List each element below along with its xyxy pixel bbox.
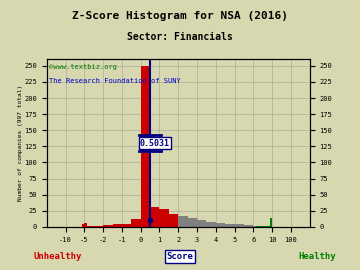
Bar — [91, 226, 94, 227]
Text: ©www.textbiz.org: ©www.textbiz.org — [49, 65, 117, 70]
Bar — [263, 226, 265, 227]
Bar — [244, 225, 253, 227]
Bar — [97, 226, 100, 227]
Text: Z-Score Histogram for NSA (2016): Z-Score Histogram for NSA (2016) — [72, 11, 288, 21]
Bar — [267, 226, 270, 227]
Bar — [206, 222, 216, 227]
Bar — [178, 217, 188, 227]
Bar — [94, 226, 97, 227]
Bar — [141, 66, 150, 227]
Bar — [188, 218, 197, 227]
Y-axis label: Number of companies (997 total): Number of companies (997 total) — [18, 85, 23, 201]
Bar — [113, 224, 122, 227]
Text: 0.5031: 0.5031 — [140, 139, 170, 148]
Bar — [225, 224, 234, 227]
Bar — [197, 220, 206, 227]
Bar — [265, 226, 267, 227]
Text: Unhealthy: Unhealthy — [33, 252, 82, 261]
Bar — [234, 224, 244, 227]
Bar — [270, 218, 272, 227]
Text: Score: Score — [167, 252, 193, 261]
Text: The Research Foundation of SUNY: The Research Foundation of SUNY — [49, 78, 181, 84]
Bar — [169, 214, 178, 227]
Text: Healthy: Healthy — [298, 252, 336, 261]
Bar — [131, 219, 141, 227]
Bar — [84, 223, 87, 227]
Bar — [103, 225, 113, 227]
Bar — [159, 209, 169, 227]
Bar — [82, 224, 84, 227]
Bar — [122, 224, 131, 227]
Bar — [87, 226, 91, 227]
Bar — [150, 207, 159, 227]
Bar — [260, 226, 263, 227]
Bar — [216, 223, 225, 227]
Bar — [258, 225, 260, 227]
Bar — [253, 225, 256, 227]
Bar — [100, 225, 103, 227]
Bar — [256, 225, 258, 227]
Text: Sector: Financials: Sector: Financials — [127, 32, 233, 42]
